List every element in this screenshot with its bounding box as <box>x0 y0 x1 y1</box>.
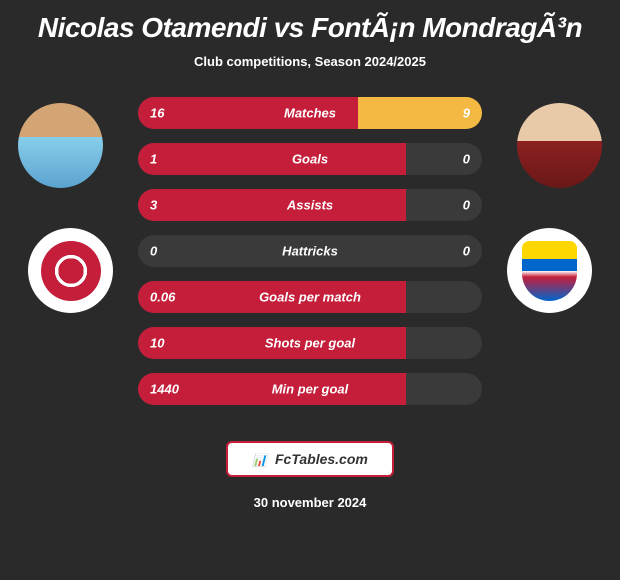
stat-row: 3 Assists 0 <box>138 189 482 221</box>
crest-graphic-right <box>522 241 577 301</box>
brand-text: FcTables.com <box>275 451 368 467</box>
stat-value-left: 0 <box>150 244 157 259</box>
crest-graphic-left <box>41 241 101 301</box>
page-title: Nicolas Otamendi vs FontÃ¡n MondragÃ³n <box>0 12 620 44</box>
player-avatar-right <box>517 103 602 188</box>
stat-value-left: 1440 <box>150 382 179 397</box>
stat-value-left: 1 <box>150 152 157 167</box>
stat-row: 0 Hattricks 0 <box>138 235 482 267</box>
stat-row: 16 Matches 9 <box>138 97 482 129</box>
date-text: 30 november 2024 <box>0 495 620 510</box>
stat-label: Min per goal <box>272 382 349 397</box>
stat-label: Hattricks <box>282 244 338 259</box>
club-crest-right <box>507 228 592 313</box>
stat-value-left: 16 <box>150 106 164 121</box>
stat-value-left: 10 <box>150 336 164 351</box>
stats-bars: 16 Matches 9 1 Goals 0 3 Assists 0 0 Hattricks 0 0.0… <box>138 97 482 419</box>
stat-row: 1 Goals 0 <box>138 143 482 175</box>
header: Nicolas Otamendi vs FontÃ¡n MondragÃ³n C… <box>0 0 620 73</box>
footer: 📊 FcTables.com 30 november 2024 <box>0 441 620 510</box>
stat-row: 1440 Min per goal <box>138 373 482 405</box>
stat-value-right: 0 <box>463 152 470 167</box>
brand-badge: 📊 FcTables.com <box>226 441 394 477</box>
player-avatar-left <box>18 103 103 188</box>
stat-label: Goals <box>292 152 328 167</box>
stat-label: Goals per match <box>259 290 361 305</box>
comparison-content: 16 Matches 9 1 Goals 0 3 Assists 0 0 Hattricks 0 0.0… <box>0 93 620 433</box>
club-crest-left <box>28 228 113 313</box>
stat-value-right: 0 <box>463 244 470 259</box>
bar-left-fill <box>138 189 406 221</box>
stat-value-right: 0 <box>463 198 470 213</box>
bar-left-fill <box>138 143 406 175</box>
page-subtitle: Club competitions, Season 2024/2025 <box>0 54 620 69</box>
stat-row: 10 Shots per goal <box>138 327 482 359</box>
stat-value-left: 0.06 <box>150 290 175 305</box>
stat-label: Matches <box>284 106 336 121</box>
stat-row: 0.06 Goals per match <box>138 281 482 313</box>
stat-value-left: 3 <box>150 198 157 213</box>
stat-label: Shots per goal <box>265 336 355 351</box>
stat-label: Assists <box>287 198 333 213</box>
stat-value-right: 9 <box>463 106 470 121</box>
chart-icon: 📊 <box>252 453 267 467</box>
